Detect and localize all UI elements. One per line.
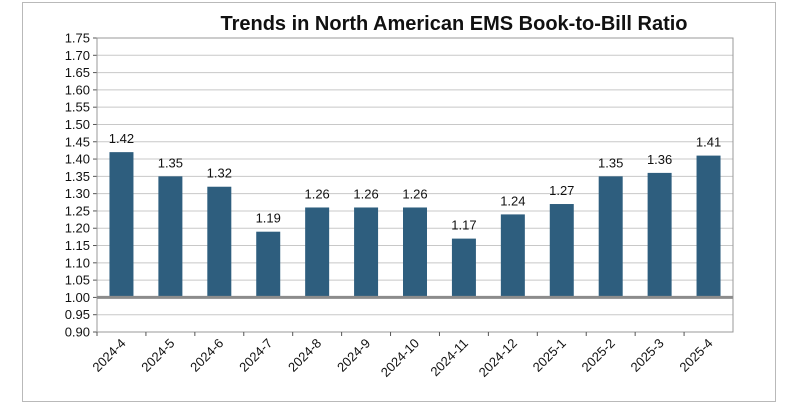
y-tick-label: 1.05 <box>65 273 90 288</box>
bar <box>549 204 574 298</box>
bar <box>403 207 427 298</box>
y-tick-label: 1.15 <box>65 238 90 253</box>
bar <box>354 207 379 298</box>
bar <box>305 207 330 298</box>
y-tick-label: 1.25 <box>65 203 90 218</box>
y-tick-label: 1.30 <box>65 186 90 201</box>
y-tick-label: 1.50 <box>65 117 90 132</box>
bar <box>500 214 525 298</box>
bar <box>696 155 721 298</box>
data-label: 1.19 <box>256 211 281 226</box>
bar <box>109 152 134 298</box>
data-label: 1.26 <box>402 186 427 201</box>
data-label: 1.24 <box>500 193 525 208</box>
data-label: 1.26 <box>304 186 329 201</box>
data-label: 1.32 <box>207 166 232 181</box>
y-tick-label: 0.95 <box>65 307 90 322</box>
x-tick-label: 2024-11 <box>427 336 471 380</box>
y-tick-label: 0.90 <box>65 325 90 340</box>
bar <box>647 172 672 298</box>
data-label: 1.35 <box>158 155 183 170</box>
y-tick-label: 1.70 <box>65 48 90 63</box>
data-label: 1.17 <box>451 218 476 233</box>
x-tick-label: 2024-8 <box>285 336 324 375</box>
x-tick-label: 2024-10 <box>378 336 422 380</box>
x-tick-label: 2025-4 <box>676 336 715 375</box>
plot-area <box>96 37 734 333</box>
chart-title: Trends in North American EMS Book-to-Bil… <box>220 13 688 35</box>
y-tick-label: 1.60 <box>65 82 90 97</box>
y-tick-label: 1.40 <box>65 152 90 167</box>
y-tick-label: 1.45 <box>65 134 90 149</box>
x-tick-label: 2025-2 <box>579 336 618 375</box>
y-tick-label: 1.10 <box>65 255 90 270</box>
y-tick-label: 1.35 <box>65 169 90 184</box>
x-tick-label: 2024-12 <box>476 336 520 380</box>
x-tick-label: 2024-5 <box>138 336 177 375</box>
y-tick-label: 1.55 <box>65 100 90 115</box>
x-tick-label: 2025-1 <box>530 336 569 375</box>
bar <box>256 231 281 298</box>
x-tick-label: 2024-9 <box>334 336 373 375</box>
y-tick-label: 1.00 <box>65 290 90 305</box>
data-label: 1.41 <box>696 135 721 150</box>
x-tick-label: 2024-4 <box>89 336 128 375</box>
data-label: 1.35 <box>598 155 623 170</box>
data-label: 1.42 <box>109 131 134 146</box>
bar <box>207 186 232 298</box>
y-tick-label: 1.20 <box>65 221 90 236</box>
data-label: 1.36 <box>647 152 672 167</box>
bar <box>598 176 623 298</box>
data-label: 1.27 <box>549 183 574 198</box>
x-tick-label: 2024-7 <box>236 336 275 375</box>
bar <box>158 176 183 298</box>
y-tick-label: 1.75 <box>65 31 90 46</box>
bar <box>451 238 476 298</box>
x-tick-label: 2024-6 <box>187 336 226 375</box>
x-tick-label: 2025-3 <box>628 336 667 375</box>
data-label: 1.26 <box>353 186 378 201</box>
y-tick-label: 1.65 <box>65 65 90 80</box>
